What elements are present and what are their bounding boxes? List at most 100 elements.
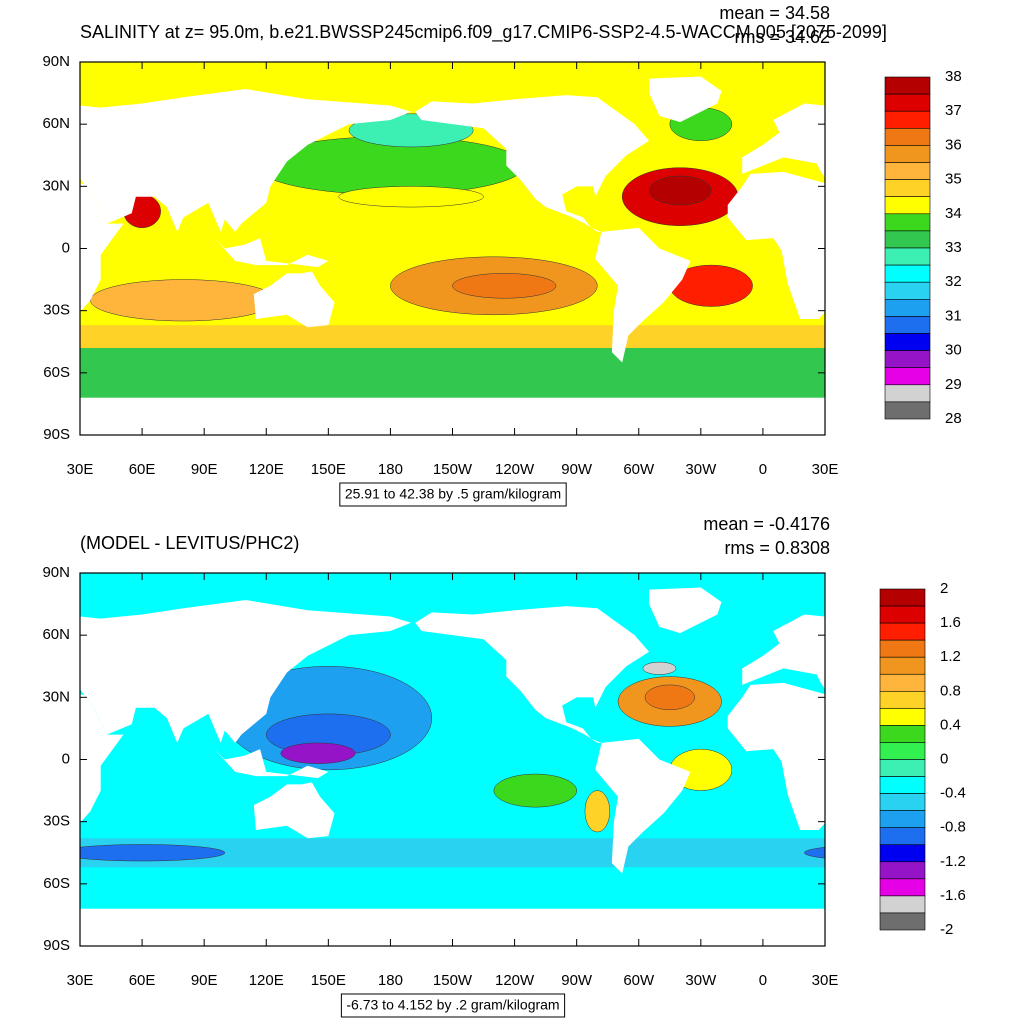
colorbar-box (884, 196, 931, 215)
lon-label: 90E (191, 461, 218, 478)
lat-label: 30S (43, 302, 70, 319)
rms-label: rms = 34.62 (734, 27, 830, 47)
lon-label: 90E (191, 972, 218, 989)
land (960, 238, 1024, 267)
colorbar-box (879, 742, 926, 760)
lon-label: 90W (561, 461, 593, 478)
colorbar-label: 34 (945, 205, 962, 222)
land (999, 271, 1024, 327)
colorbar-label: -0.8 (940, 819, 966, 836)
panel-title: SALINITY at z= 95.0m, b.e21.BWSSP245cmip… (80, 22, 887, 43)
lat-label: 60S (43, 875, 70, 892)
land (253, 271, 335, 328)
land (253, 782, 335, 839)
colorbar-box (884, 213, 931, 232)
map-field (80, 573, 1024, 946)
colorbar-box (884, 316, 931, 334)
ocean-region (644, 684, 695, 711)
colorbar-box (879, 708, 926, 726)
land (415, 95, 650, 232)
colorbar-label: 33 (945, 239, 962, 256)
lon-label: 180 (378, 461, 403, 478)
colorbar-label: 37 (945, 102, 962, 119)
colorbar-label: 38 (945, 68, 962, 85)
info-box (339, 482, 567, 507)
colorbar-box (879, 588, 926, 607)
lon-label: 150W (433, 972, 473, 989)
lon-label: 60W (623, 461, 655, 478)
lon-label: 120E (249, 972, 284, 989)
colorbar-label: 1.2 (940, 648, 961, 665)
lat-label: 90S (43, 937, 70, 954)
ocean-region (804, 847, 825, 859)
colorbar-box (879, 725, 926, 743)
land (649, 587, 722, 634)
colorbar-label: 29 (945, 376, 962, 393)
colorbar-label: 30 (945, 342, 962, 359)
lon-label: 60E (129, 461, 156, 478)
lat-label: 30S (43, 813, 70, 830)
colorbar-box (884, 401, 931, 420)
colorbar-box (884, 162, 931, 180)
map-field (80, 62, 1024, 435)
colorbar-box (879, 605, 926, 624)
colorbar-label: 35 (945, 171, 962, 188)
colorbar-label: -2 (940, 921, 953, 938)
land (214, 238, 329, 268)
colorbar-box (879, 827, 926, 846)
colorbar-box (879, 861, 926, 880)
colorbar-box (884, 350, 931, 369)
colorbar-box (884, 179, 931, 198)
land (727, 682, 825, 830)
colorbar-label: 0.8 (940, 682, 961, 699)
lon-label: 30E (67, 461, 94, 478)
colorbar-label: 28 (945, 410, 962, 427)
colorbar-box (884, 247, 931, 266)
land (742, 614, 825, 690)
lon-label: 150E (311, 972, 346, 989)
colorbar-box (879, 810, 926, 829)
land (80, 694, 124, 823)
colorbar-box (884, 230, 931, 249)
mean-label: mean = -0.4176 (703, 514, 830, 534)
colorbar-label: 0.4 (940, 716, 961, 733)
info-text: -6.73 to 4.152 by .2 gram/kilogram (346, 997, 559, 1013)
lat-label: 60N (42, 626, 70, 643)
lat-label: 30N (42, 688, 70, 705)
colorbar-box (879, 690, 926, 709)
colorbar-box (884, 76, 931, 95)
colorbar-box (879, 895, 926, 914)
colorbar-label: -1.6 (940, 887, 966, 904)
lon-label: 120W (495, 461, 535, 478)
lon-label: 180 (378, 972, 403, 989)
lon-label: 0 (759, 461, 767, 478)
lat-label: 60N (42, 115, 70, 132)
colorbar-box (879, 776, 926, 794)
lon-label: 60W (623, 972, 655, 989)
colorbar-box (879, 793, 926, 811)
map-panel: 90N 60N 30N 0 30S 60S 90S 30E 60E 90E 120E 150E 180 1… (42, 514, 1024, 1018)
ocean-region (1011, 714, 1024, 755)
ocean-region (970, 666, 1024, 770)
colorbar-box (884, 93, 931, 112)
lat-label: 90N (42, 53, 70, 70)
lon-label: 60E (129, 972, 156, 989)
colorbar-label: 0 (940, 750, 948, 767)
ocean-region (642, 661, 677, 675)
land (742, 103, 825, 179)
lat-label: 90S (43, 426, 70, 443)
colorbar-box (884, 384, 931, 403)
colorbar-label: 32 (945, 273, 962, 290)
ocean-region (90, 279, 277, 322)
colorbar-label: 2 (940, 580, 948, 597)
info-box (340, 993, 566, 1018)
colorbar-box (884, 110, 931, 129)
ocean-region (648, 175, 712, 206)
ocean-region (452, 273, 557, 299)
lon-label: 120E (249, 461, 284, 478)
lat-label: 0 (62, 750, 70, 767)
colorbar-label: -0.4 (940, 785, 966, 802)
colorbar-label: 36 (945, 136, 962, 153)
mean-label: mean = 34.58 (719, 3, 830, 23)
